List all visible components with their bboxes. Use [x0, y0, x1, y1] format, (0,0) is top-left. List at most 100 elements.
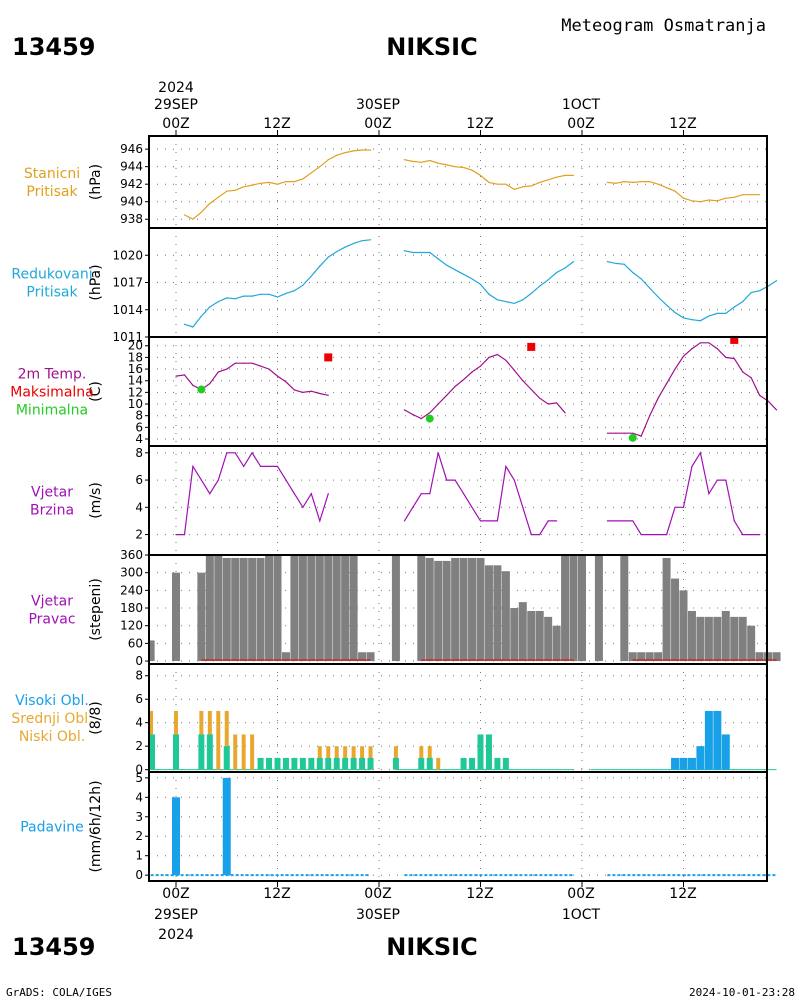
cloud-bar-1: [426, 757, 433, 770]
wind-direction-bar: [451, 557, 460, 662]
wind_speed-point: [293, 493, 296, 495]
clouds-label: Niski Obl.: [19, 729, 85, 745]
reduced_pressure-point: [759, 290, 761, 292]
wind-direction-bar: [535, 610, 544, 662]
wind_speed-point: [759, 533, 761, 536]
wind-direction-bar: [696, 616, 705, 662]
station_pressure-point: [505, 183, 507, 185]
temperature-label: 2m Temp.: [18, 367, 87, 383]
wind_speed-point: [192, 465, 194, 468]
station_pressure-point: [226, 190, 228, 192]
reduced_pressure-point: [682, 317, 685, 319]
station_pressure-point: [539, 181, 541, 184]
station_pressure-label: Pritisak: [26, 184, 78, 200]
reduced_pressure-point: [471, 278, 473, 280]
wind-direction-bar: [197, 572, 206, 662]
bottom-hour-1: 00Z: [162, 886, 189, 902]
station_pressure-point: [615, 182, 617, 184]
station_pressure-point: [522, 186, 524, 188]
station_pressure-point: [293, 180, 296, 183]
station_pressure-unit: (hPa): [88, 164, 104, 200]
station_pressure-point: [183, 214, 186, 216]
wind-direction-bar: [239, 557, 248, 662]
top-hour-1: 00Z: [162, 116, 189, 132]
wind-direction-bar: [324, 555, 333, 662]
temperature-point: [251, 362, 253, 364]
reduced_pressure-point: [775, 280, 778, 282]
cloud-bar-1: [223, 746, 230, 770]
wind-direction-bar: [578, 555, 586, 662]
precipitation-frame: [148, 771, 768, 882]
cloud-bar-2: [721, 734, 730, 770]
temperature-point: [183, 374, 186, 376]
wind_speed-point: [259, 465, 262, 468]
temperature-point: [649, 415, 651, 417]
wind_direction-ytick-label: 60: [128, 636, 143, 650]
reduced_pressure-point: [285, 292, 287, 294]
reduced_pressure-point: [513, 302, 515, 304]
wind_speed-point: [302, 506, 304, 508]
cloud-bar-1: [173, 734, 179, 770]
wind_speed-point: [708, 493, 710, 495]
precipitation-ytick-label: 1: [135, 849, 143, 863]
station_pressure-point: [209, 202, 211, 205]
wind_speed-label: Brzina: [30, 503, 74, 519]
reduced_pressure-point: [327, 256, 329, 258]
station_pressure-point: [200, 211, 202, 213]
wind-direction-bar: [468, 557, 477, 662]
station_pressure-point: [547, 179, 549, 181]
reduced_pressure-point: [217, 300, 219, 303]
temperature-point: [192, 384, 194, 386]
wind-direction-bar: [755, 652, 764, 662]
station_pressure-point: [674, 190, 676, 192]
wind-direction-bar: [764, 652, 773, 662]
wind-direction-bar: [256, 557, 265, 662]
bottom-hour-2: 12Z: [263, 886, 290, 902]
temperature-point: [429, 412, 431, 414]
wind_speed-point: [462, 493, 465, 495]
temperature-point: [276, 375, 279, 377]
reduced_pressure-point: [302, 284, 304, 286]
station_pressure-point: [454, 166, 456, 168]
cloud-bar-2: [713, 710, 722, 770]
wind-direction-bar: [620, 555, 629, 662]
reduced_pressure-ytick-label: 1011: [112, 330, 143, 344]
wind_speed-point: [234, 452, 236, 454]
wind-direction-bar: [628, 652, 637, 662]
wind-direction-bar: [265, 555, 274, 662]
reduced_pressure-point: [429, 251, 431, 254]
wind-direction-bar: [552, 625, 561, 662]
temperature-point: [462, 378, 465, 381]
wind_speed-point: [479, 520, 482, 522]
station_pressure-point: [403, 159, 405, 161]
wind_speed-point: [716, 479, 718, 481]
wind_speed-point: [547, 520, 549, 522]
station_pressure-point: [623, 180, 625, 183]
wind_speed-point: [649, 533, 651, 536]
station_pressure-point: [632, 181, 634, 184]
wind-direction-bar: [307, 555, 316, 662]
temperature-point: [446, 394, 448, 396]
temperature-ytick-label: 12: [128, 385, 143, 399]
cloud-bar-1: [418, 757, 425, 770]
temperature-point: [606, 432, 608, 434]
reduced_pressure-point: [183, 323, 186, 325]
wind_speed-point: [471, 506, 473, 508]
wind-direction-bar: [569, 555, 578, 662]
bottom-date-2: 30SEP: [356, 907, 400, 923]
precipitation-ytick-label: 5: [135, 771, 143, 785]
wind_speed-point: [623, 520, 625, 522]
wind-direction-bar: [747, 625, 756, 662]
temperature-point: [302, 391, 304, 393]
temperature-point: [556, 402, 558, 404]
station_pressure-point: [327, 159, 329, 161]
temperature-unit: (C): [88, 381, 104, 402]
wind-direction-bar: [730, 616, 739, 662]
temperature-ytick-label: 16: [128, 362, 143, 376]
wind_speed-ytick-label: 8: [135, 446, 143, 460]
temperature-ytick-label: 14: [128, 374, 143, 388]
precipitation-ytick-label: 3: [135, 810, 143, 824]
temperature-point: [454, 385, 456, 388]
wind_speed-point: [640, 533, 642, 536]
reduced_pressure-point: [699, 320, 702, 322]
